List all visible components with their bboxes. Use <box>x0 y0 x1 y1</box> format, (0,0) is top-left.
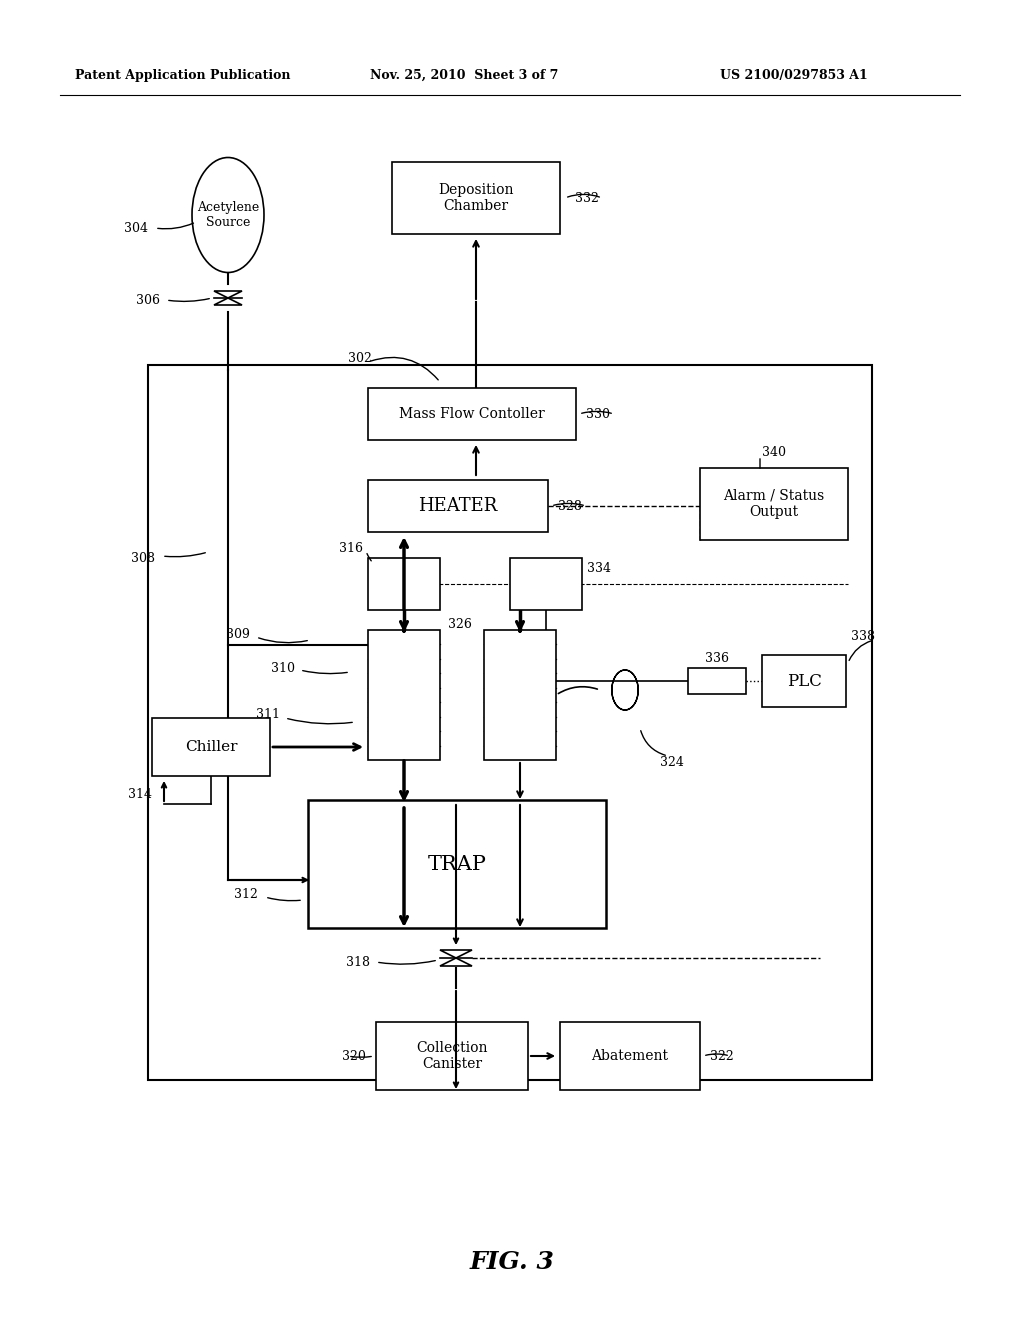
Bar <box>376 1022 528 1090</box>
Text: Acetylene
Source: Acetylene Source <box>197 201 259 228</box>
Bar <box>308 800 606 928</box>
Text: 328: 328 <box>558 499 582 512</box>
Text: PLC: PLC <box>786 672 821 689</box>
Bar <box>368 630 440 760</box>
Text: 334: 334 <box>587 561 611 574</box>
Bar <box>762 655 846 708</box>
Text: 326: 326 <box>449 619 472 631</box>
Text: FIG. 3: FIG. 3 <box>470 1250 554 1274</box>
Text: Abatement: Abatement <box>592 1049 669 1063</box>
Text: 309: 309 <box>226 628 250 642</box>
Text: 338: 338 <box>851 631 874 644</box>
Text: Deposition
Chamber: Deposition Chamber <box>438 183 514 213</box>
Text: 306: 306 <box>136 293 160 306</box>
Text: Chiller: Chiller <box>184 741 238 754</box>
Text: 308: 308 <box>131 552 155 565</box>
Text: 324: 324 <box>660 755 684 768</box>
Ellipse shape <box>193 157 264 272</box>
Polygon shape <box>440 958 472 966</box>
Text: Nov. 25, 2010  Sheet 3 of 7: Nov. 25, 2010 Sheet 3 of 7 <box>370 69 558 82</box>
Text: TRAP: TRAP <box>428 854 486 874</box>
Text: 322: 322 <box>710 1049 734 1063</box>
Bar <box>368 558 440 610</box>
Text: 311: 311 <box>256 709 280 722</box>
Text: 330: 330 <box>586 408 610 421</box>
Text: Collection
Canister: Collection Canister <box>416 1041 487 1071</box>
Polygon shape <box>440 950 472 958</box>
Text: 314: 314 <box>128 788 152 800</box>
Text: Patent Application Publication: Patent Application Publication <box>75 69 291 82</box>
Text: 336: 336 <box>705 652 729 664</box>
Text: 332: 332 <box>575 191 599 205</box>
Bar <box>152 718 270 776</box>
Text: 340: 340 <box>762 446 786 459</box>
Bar <box>700 469 848 540</box>
Bar <box>484 630 556 760</box>
Bar <box>148 366 872 1080</box>
Text: 304: 304 <box>124 222 148 235</box>
Text: 318: 318 <box>346 956 370 969</box>
Text: Mass Flow Contoller: Mass Flow Contoller <box>399 407 545 421</box>
Text: 320: 320 <box>342 1049 366 1063</box>
Text: US 2100/0297853 A1: US 2100/0297853 A1 <box>720 69 867 82</box>
Text: Alarm / Status
Output: Alarm / Status Output <box>723 488 824 519</box>
Text: 316: 316 <box>339 541 362 554</box>
Polygon shape <box>214 290 242 298</box>
Bar <box>392 162 560 234</box>
Text: 310: 310 <box>271 661 295 675</box>
Polygon shape <box>214 298 242 305</box>
Bar <box>560 1022 700 1090</box>
Text: 312: 312 <box>234 888 258 902</box>
Bar <box>368 480 548 532</box>
Bar <box>510 558 582 610</box>
Text: 302: 302 <box>348 351 372 364</box>
Bar <box>688 668 746 694</box>
Text: HEATER: HEATER <box>419 498 498 515</box>
Bar <box>368 388 575 440</box>
